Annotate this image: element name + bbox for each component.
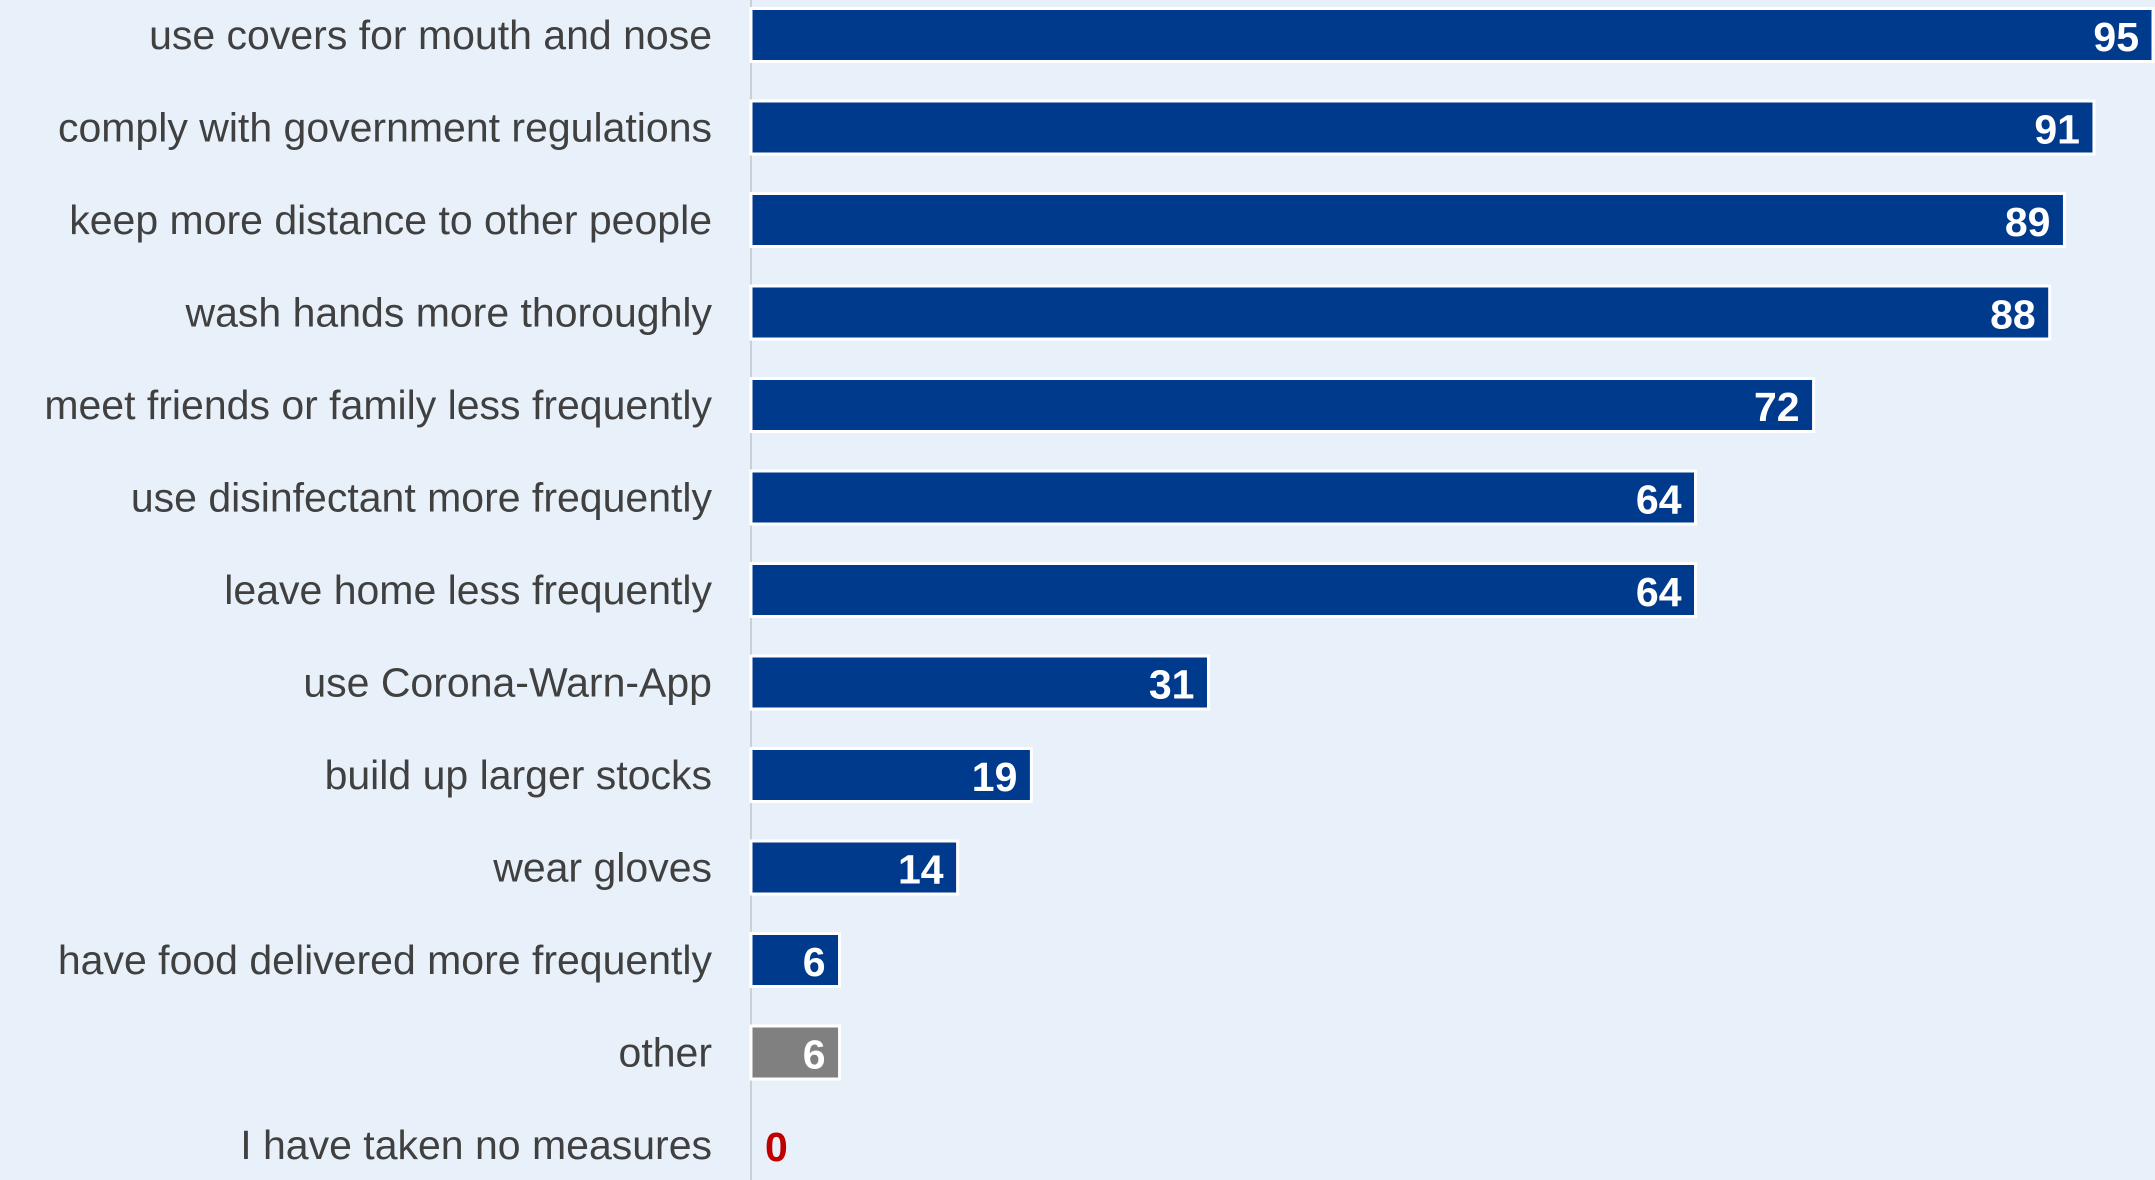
bar [749,654,1210,711]
bar-value-label: 64 [1636,477,1682,523]
bar-row: build up larger stocks 19 [325,747,1033,803]
bar [749,7,2155,63]
bar [749,747,1033,803]
category-label: keep more distance to other people [69,197,712,243]
bar-value-label: 14 [898,847,944,893]
bar-value-label: 31 [1149,662,1195,708]
category-label: use disinfectant more frequently [131,475,713,521]
category-label: leave home less frequently [224,567,712,613]
category-label: comply with government regulations [58,105,712,151]
category-label: use covers for mouth and nose [149,12,712,58]
bar-row: use covers for mouth and nose 95 [149,7,2155,63]
bar-row: leave home less frequently 64 [224,562,1698,618]
bar-row: use Corona-Warn-App 31 [303,654,1210,711]
category-label: have food delivered more frequently [58,937,713,983]
category-label: wash hands more thoroughly [185,290,713,336]
bar [749,99,2096,156]
bar [749,284,2052,341]
bar-row: keep more distance to other people 89 [69,192,2066,248]
bar-row: wear gloves 14 [492,839,960,896]
bar-row: comply with government regulations 91 [58,99,2096,156]
bar-value-label: 95 [2093,14,2139,60]
bar-row: meet friends or family less frequently 72 [44,377,1816,433]
category-label: use Corona-Warn-App [303,660,712,706]
bar-value-label: 0 [765,1124,788,1170]
bar [749,1024,842,1081]
category-label: other [619,1030,712,1076]
category-label: meet friends or family less frequently [44,382,712,428]
bar-row: I have taken no measures 0 [240,1122,788,1170]
bar-row: wash hands more thoroughly 88 [185,284,2052,341]
bar [749,932,842,988]
bar-row: use disinfectant more frequently 64 [131,469,1698,526]
bar-value-label: 6 [803,939,826,985]
bar-value-label: 64 [1636,569,1682,615]
bar [749,839,960,896]
category-label: wear gloves [492,845,712,891]
category-label: build up larger stocks [325,752,712,798]
bar-row: other 6 [619,1024,842,1081]
bar [749,192,2066,248]
bar-value-label: 88 [1990,292,2036,338]
bar-value-label: 19 [972,754,1018,800]
bar-value-label: 89 [2005,199,2051,245]
bar [749,469,1698,526]
bar-value-label: 91 [2034,107,2080,153]
bar-value-label: 6 [803,1032,826,1078]
bar [749,377,1816,433]
bars-layer: use covers for mouth and nose 95 comply wi… [44,7,2155,1170]
bar [749,562,1698,618]
category-label: I have taken no measures [240,1122,712,1168]
bar-row: have food delivered more frequently 6 [58,932,842,988]
bar-value-label: 72 [1754,384,1800,430]
